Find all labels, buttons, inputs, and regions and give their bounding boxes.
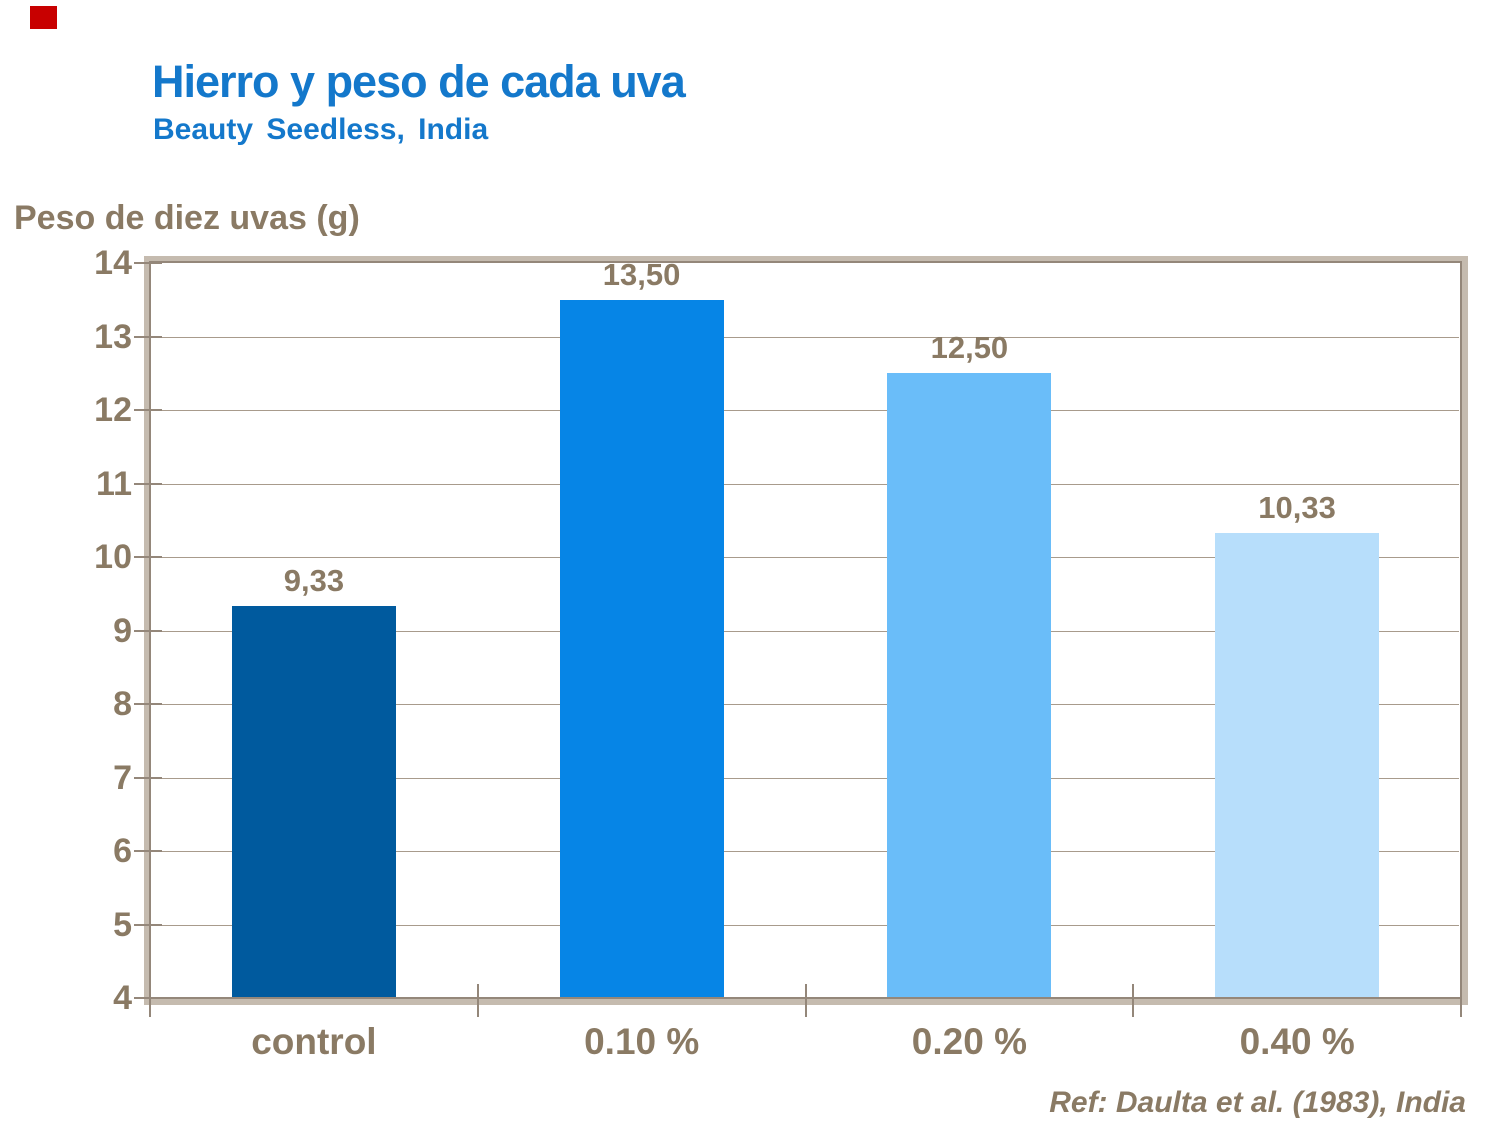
x-category-label: 0.40 % bbox=[1239, 1021, 1355, 1062]
x-category-label: control bbox=[251, 1021, 377, 1062]
frame-band-right bbox=[1462, 256, 1468, 1005]
gridline bbox=[151, 410, 1459, 411]
y-tick bbox=[134, 923, 162, 926]
x-category-label: 0.10 % bbox=[584, 1021, 700, 1062]
gridline bbox=[151, 630, 1459, 632]
y-tick-label: 12 bbox=[94, 391, 132, 429]
bar bbox=[887, 373, 1052, 998]
y-tick bbox=[134, 482, 162, 485]
y-tick-label: 11 bbox=[96, 464, 132, 503]
y-tick bbox=[134, 556, 162, 558]
frame-band-top bbox=[144, 256, 1468, 261]
bar-value-label: 9,33 bbox=[283, 563, 345, 599]
bar-value-label: 10,33 bbox=[1258, 489, 1336, 525]
gridline bbox=[151, 336, 1459, 338]
y-tick-label: 13 bbox=[94, 317, 132, 356]
y-tick bbox=[134, 997, 162, 999]
gridline bbox=[151, 483, 1459, 485]
gridline bbox=[151, 851, 1459, 852]
reference-note: Ref: Daulta et al. (1983), India bbox=[1049, 1086, 1466, 1119]
y-tick-label: 14 bbox=[94, 244, 132, 282]
x-tick bbox=[804, 984, 807, 1017]
y-tick bbox=[134, 776, 162, 779]
x-tick bbox=[1460, 984, 1462, 1017]
chart-title: Hierro y peso de cada uva bbox=[152, 56, 686, 107]
chart-subtitle: Beauty Seedless, India bbox=[153, 113, 489, 146]
bar-value-label: 12,50 bbox=[930, 330, 1009, 366]
y-tick bbox=[134, 703, 162, 705]
corner-marker bbox=[30, 6, 57, 29]
y-tick bbox=[134, 850, 162, 852]
y-tick bbox=[134, 335, 162, 338]
gridline bbox=[151, 704, 1459, 705]
y-tick bbox=[134, 409, 162, 411]
bar-value-label: 13,50 bbox=[602, 256, 681, 292]
x-tick bbox=[476, 984, 479, 1017]
y-axis-title: Peso de diez uvas (g) bbox=[14, 199, 360, 237]
bar bbox=[1215, 532, 1380, 997]
y-tick bbox=[134, 629, 162, 632]
y-tick bbox=[134, 262, 162, 264]
gridline bbox=[151, 777, 1459, 779]
bar bbox=[231, 606, 396, 997]
y-tick-label: 5 bbox=[113, 905, 132, 944]
gridline bbox=[151, 924, 1459, 926]
x-tick bbox=[149, 984, 151, 1017]
y-tick-label: 4 bbox=[113, 979, 132, 1017]
y-tick-label: 6 bbox=[113, 832, 132, 870]
y-tick-label: 9 bbox=[113, 611, 132, 650]
bar bbox=[559, 299, 724, 998]
y-tick-label: 8 bbox=[113, 685, 132, 723]
y-tick-label: 7 bbox=[113, 758, 132, 797]
x-category-label: 0.20 % bbox=[911, 1021, 1027, 1062]
gridline bbox=[151, 557, 1459, 558]
x-tick bbox=[1132, 984, 1135, 1017]
y-tick-label: 10 bbox=[94, 538, 132, 576]
